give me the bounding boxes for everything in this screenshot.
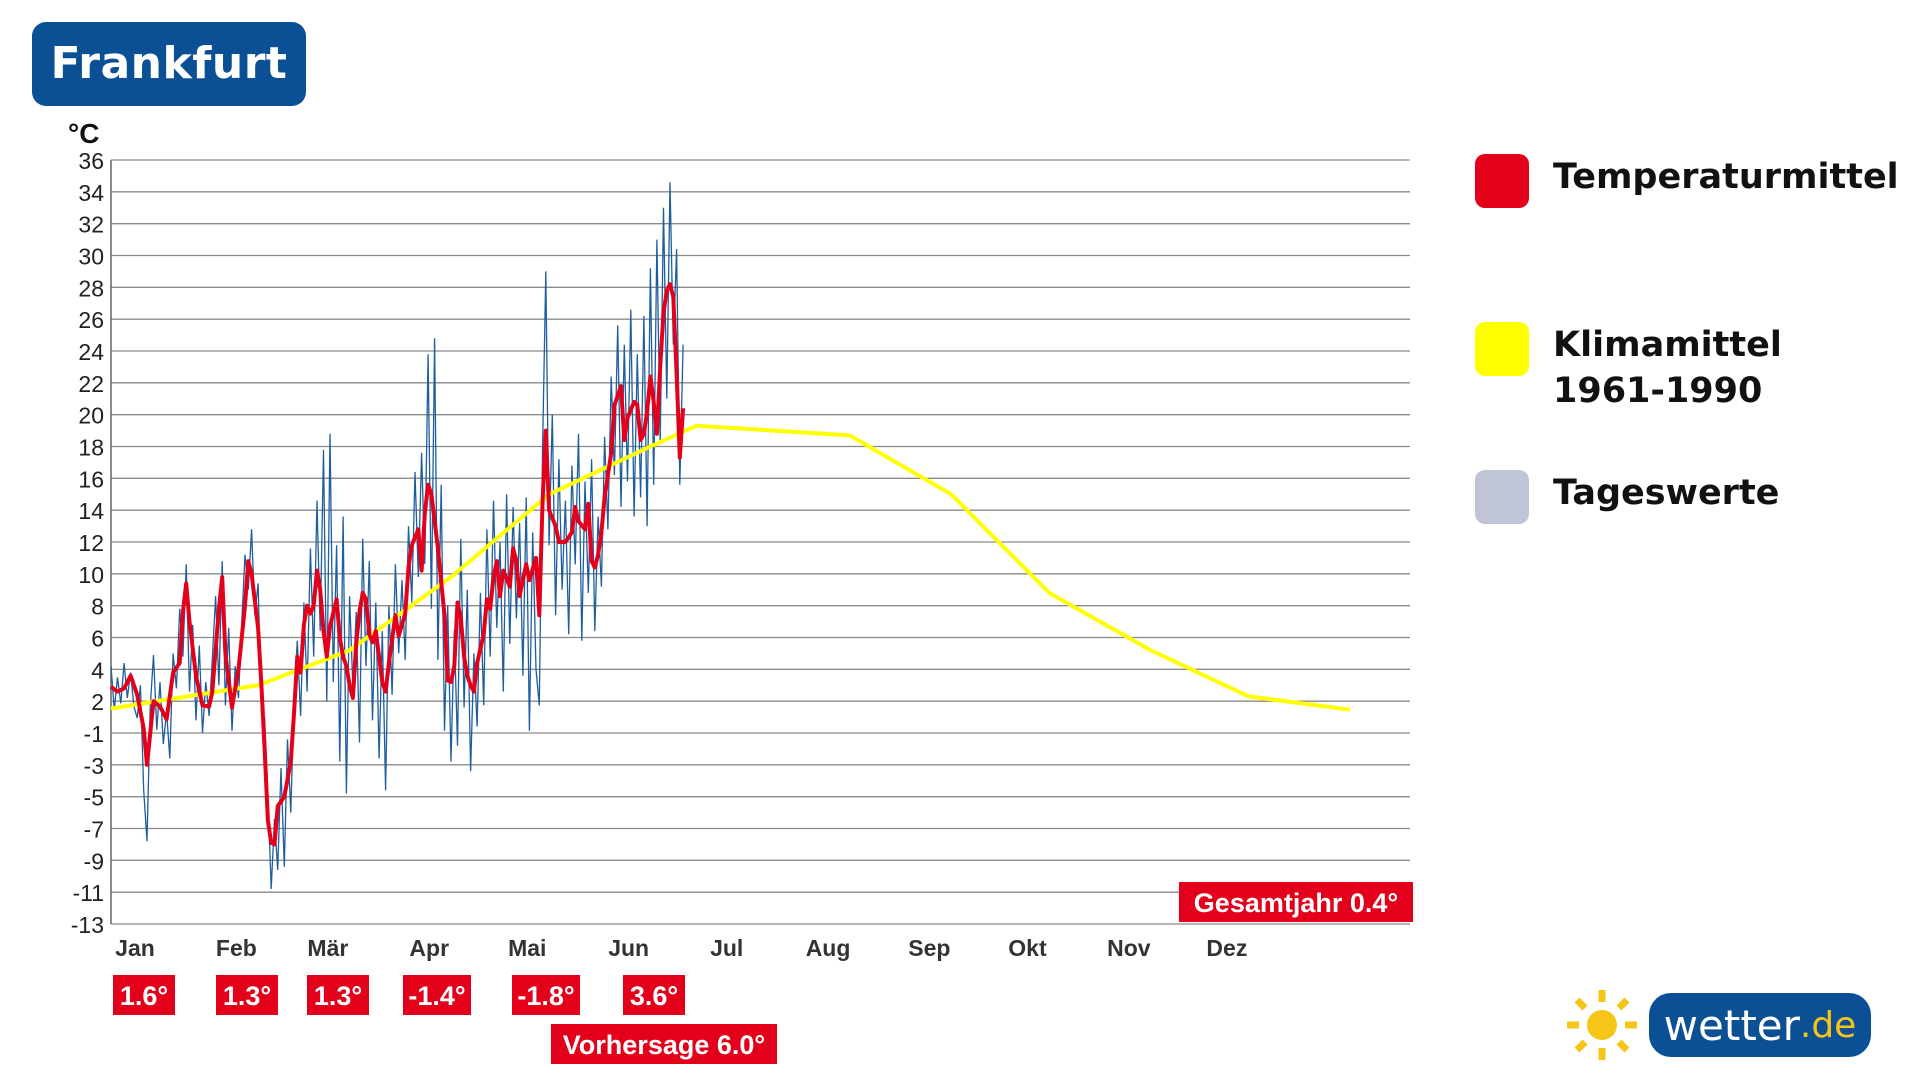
legend-label: Temperaturmittel (1553, 157, 1899, 197)
y-tick-label: -7 (84, 817, 104, 843)
y-tick-label: 28 (78, 275, 104, 301)
anomaly-badge-bg (512, 975, 580, 1015)
y-tick-label: 32 (78, 212, 104, 238)
y-tick-label: 10 (78, 562, 104, 588)
x-tick-label: Mai (508, 935, 546, 961)
y-tick-label: 26 (78, 307, 104, 333)
anomaly-badge-bg (307, 975, 369, 1015)
year-badge-bg (1179, 882, 1413, 922)
anomaly-badge: 1.6° (113, 975, 175, 1015)
legend-klimamittel: Klimamittel 1961-1990 (1475, 322, 1782, 414)
anomaly-badge-bg (216, 975, 278, 1015)
city-title: Frankfurt (32, 22, 306, 106)
forecast-badge-text: Vorhersage 6.0° (563, 1030, 765, 1060)
y-tick-label: 34 (78, 180, 104, 206)
x-tick-label: Jul (710, 935, 743, 961)
y-tick-label: 14 (78, 498, 104, 524)
year-badge-text: Gesamtjahr 0.4° (1194, 888, 1398, 918)
forecast-badge-bg (551, 1024, 777, 1064)
y-tick-label: 30 (78, 244, 104, 270)
y-tick-label: 4 (91, 657, 104, 683)
y-axis-ticks: 36 34 32 30 28 26 24 22 20 18 16 14 12 10 8 6 4 2 -1 -3 -5 -7… (71, 148, 104, 938)
legend-tageswerte: Tageswerte (1475, 470, 1779, 524)
x-tick-label: Feb (216, 935, 257, 961)
y-tick-label: 22 (78, 371, 104, 397)
anomaly-badge-bg (623, 975, 685, 1015)
series-temperaturmittel (109, 282, 686, 847)
legend-swatch-red (1475, 154, 1529, 208)
anomaly-badge-text: 1.3° (314, 981, 362, 1011)
anomaly-badges: 1.6° 1.3° 1.3° -1.4° -1.8° 3.6° Vorhersage 6.0… (113, 882, 1413, 1064)
forecast-badge: Vorhersage 6.0° (551, 1024, 777, 1064)
x-tick-label: Dez (1206, 935, 1247, 961)
anomaly-badge-text: -1.8° (517, 981, 574, 1011)
anomaly-badge-text: -1.4° (408, 981, 465, 1011)
y-tick-label: 2 (91, 689, 104, 715)
logo-wordmark: wetter .de (1649, 993, 1871, 1057)
anomaly-badge-text: 3.6° (630, 981, 678, 1011)
y-tick-label: -3 (84, 753, 104, 779)
legend-swatch-yellow (1475, 322, 1529, 376)
y-tick-label: -5 (84, 785, 104, 811)
sun-icon (1567, 990, 1637, 1060)
y-tick-label: -13 (71, 912, 104, 938)
wetter-de-logo[interactable]: wetter .de (1565, 985, 1871, 1065)
anomaly-badge-bg (403, 975, 471, 1015)
anomaly-badge-text: 1.6° (120, 981, 168, 1011)
anomaly-badge-text: 1.3° (223, 981, 271, 1011)
y-tick-label: -1 (84, 721, 104, 747)
anomaly-badge: 1.3° (216, 975, 278, 1015)
y-tick-label: 8 (91, 594, 104, 620)
y-tick-label: 12 (78, 530, 104, 556)
y-tick-label: 36 (78, 148, 104, 174)
y-tick-label: 24 (78, 339, 104, 365)
anomaly-badge: -1.8° (512, 975, 580, 1015)
legend-swatch-grey (1475, 470, 1529, 524)
legend-temperaturmittel: Temperaturmittel (1475, 154, 1899, 208)
x-tick-label: Okt (1008, 935, 1047, 961)
y-axis-unit: °C (68, 118, 99, 149)
y-tick-label: -11 (72, 880, 104, 906)
y-tick-label: 18 (78, 435, 104, 461)
series-klimamittel (110, 423, 1351, 712)
anomaly-badge: 3.6° (623, 975, 685, 1015)
line-temperaturmittel (109, 282, 686, 847)
anomaly-badge-bg (113, 975, 175, 1015)
grid-lines (110, 159, 1410, 925)
legend-label: Klimamittel 1961-1990 (1553, 325, 1782, 411)
x-tick-label: Apr (409, 935, 449, 961)
x-tick-label: Aug (806, 935, 851, 961)
line-klimamittel (110, 423, 1351, 712)
x-tick-label: Jan (115, 935, 155, 961)
y-tick-label: 6 (91, 626, 104, 652)
x-tick-label: Nov (1107, 935, 1151, 961)
anomaly-badge: 1.3° (307, 975, 369, 1015)
logo-tld: .de (1799, 1004, 1857, 1046)
x-tick-label: Mär (307, 935, 348, 961)
year-badge: Gesamtjahr 0.4° (1179, 882, 1413, 922)
x-tick-label: Sep (908, 935, 950, 961)
x-axis-month-labels: Jan Feb Mär Apr Mai Jun Jul Aug Sep Okt Nov Dez (115, 935, 1247, 961)
line-tageswerte (110, 182, 684, 890)
series-tageswerte (110, 182, 684, 890)
legend-label: Tageswerte (1553, 473, 1780, 513)
y-tick-label: -9 (84, 848, 104, 874)
logo-name: wetter (1663, 1000, 1800, 1050)
y-tick-label: 16 (78, 466, 104, 492)
y-tick-label: 20 (78, 403, 104, 429)
x-tick-label: Jun (608, 935, 649, 961)
anomaly-badge: -1.4° (403, 975, 471, 1015)
